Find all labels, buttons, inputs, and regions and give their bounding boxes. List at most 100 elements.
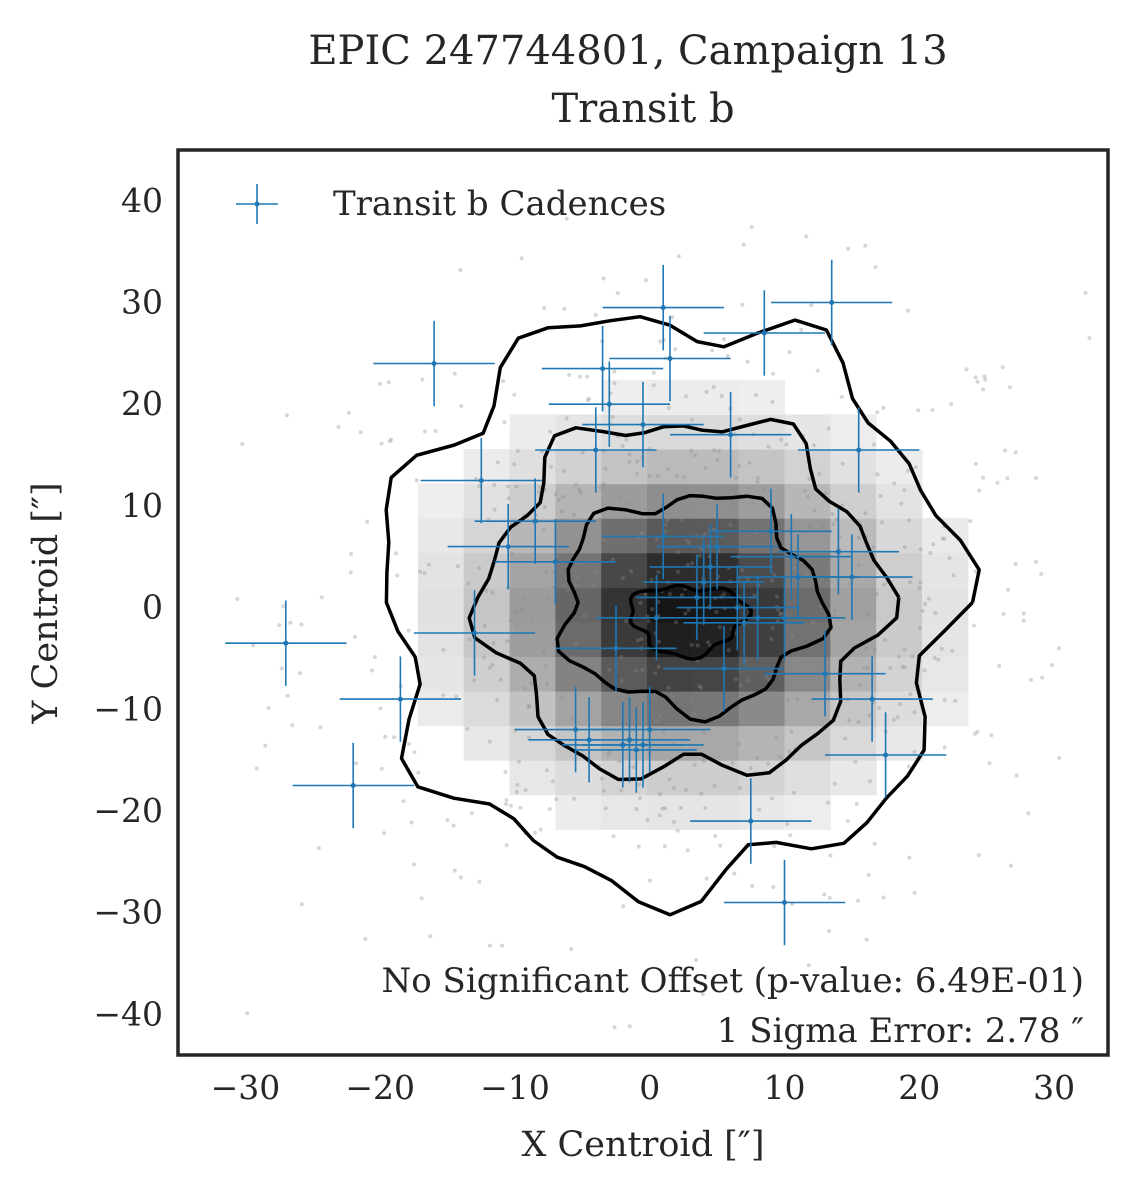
background-point bbox=[968, 519, 973, 523]
background-point bbox=[501, 379, 506, 383]
background-point bbox=[586, 396, 591, 401]
background-point bbox=[1029, 677, 1033, 682]
background-point bbox=[902, 488, 907, 493]
background-point bbox=[933, 611, 938, 615]
point-marker bbox=[869, 696, 875, 702]
density-cell bbox=[738, 379, 786, 415]
background-point bbox=[692, 711, 696, 716]
background-point bbox=[666, 685, 671, 690]
background-point bbox=[695, 643, 700, 648]
background-point bbox=[406, 742, 411, 746]
transit-point bbox=[420, 437, 542, 524]
background-point bbox=[637, 782, 642, 787]
background-point bbox=[697, 684, 702, 689]
background-point bbox=[611, 557, 615, 562]
background-point bbox=[711, 385, 716, 389]
background-point bbox=[725, 353, 730, 358]
background-point bbox=[917, 586, 922, 590]
transit-point bbox=[292, 742, 414, 829]
background-point bbox=[611, 834, 616, 839]
background-point bbox=[428, 934, 433, 939]
transit-point bbox=[548, 361, 670, 447]
background-point bbox=[636, 844, 641, 849]
background-point bbox=[469, 811, 474, 816]
background-point bbox=[718, 843, 723, 848]
background-point bbox=[601, 538, 606, 543]
background-point bbox=[712, 448, 717, 453]
background-point bbox=[633, 668, 638, 673]
point-marker bbox=[782, 900, 787, 905]
background-point bbox=[1014, 773, 1019, 778]
background-point bbox=[290, 723, 295, 728]
background-point bbox=[560, 494, 565, 499]
background-point bbox=[567, 372, 572, 377]
background-point bbox=[631, 765, 636, 769]
background-point bbox=[1033, 476, 1038, 480]
background-point bbox=[831, 522, 836, 527]
background-point bbox=[864, 646, 869, 651]
background-point bbox=[603, 466, 608, 471]
density-cell bbox=[738, 449, 786, 485]
transit-point bbox=[670, 392, 792, 478]
background-point bbox=[551, 779, 555, 784]
background-point bbox=[683, 394, 688, 399]
background-point bbox=[452, 868, 457, 873]
background-point bbox=[378, 381, 383, 386]
background-point bbox=[872, 647, 877, 652]
background-point bbox=[658, 339, 663, 344]
background-point bbox=[861, 665, 866, 670]
background-point bbox=[730, 505, 735, 510]
background-point bbox=[545, 681, 550, 686]
transit-point bbox=[602, 493, 724, 580]
density-cell bbox=[876, 552, 923, 588]
density-cell bbox=[692, 449, 740, 485]
background-point bbox=[363, 936, 368, 941]
background-point bbox=[651, 508, 656, 513]
transit-point bbox=[703, 290, 825, 376]
density-cell bbox=[830, 760, 877, 796]
point-marker bbox=[654, 615, 659, 621]
background-point bbox=[856, 720, 861, 725]
transit-point bbox=[568, 697, 691, 783]
point-marker bbox=[283, 640, 289, 646]
background-point bbox=[378, 706, 383, 711]
background-point bbox=[527, 703, 532, 708]
contour-line bbox=[384, 314, 981, 917]
background-point bbox=[867, 779, 872, 784]
background-point bbox=[690, 561, 695, 566]
background-point bbox=[619, 654, 624, 659]
background-point bbox=[459, 404, 464, 408]
point-marker bbox=[667, 356, 673, 361]
background-point bbox=[518, 805, 523, 810]
background-point bbox=[649, 577, 654, 582]
background-point bbox=[661, 730, 666, 735]
background-point bbox=[874, 592, 879, 597]
background-point bbox=[880, 520, 885, 525]
background-point bbox=[865, 665, 870, 670]
background-point bbox=[487, 943, 492, 948]
background-point bbox=[365, 519, 370, 524]
density-cell bbox=[738, 483, 786, 519]
background-point bbox=[671, 485, 676, 490]
background-point bbox=[382, 831, 387, 836]
background-point bbox=[702, 532, 707, 536]
background-point bbox=[699, 547, 704, 552]
transit-point bbox=[413, 590, 536, 676]
background-point bbox=[916, 408, 921, 413]
background-point bbox=[560, 695, 565, 700]
background-point bbox=[822, 892, 827, 897]
background-point bbox=[1050, 663, 1054, 667]
background-point bbox=[928, 551, 933, 555]
background-point bbox=[811, 443, 816, 448]
background-point bbox=[562, 306, 567, 311]
background-point bbox=[699, 791, 704, 796]
background-point bbox=[776, 607, 781, 612]
background-point bbox=[542, 305, 547, 310]
density-cell bbox=[509, 414, 556, 450]
density-cell bbox=[647, 449, 694, 485]
background-point bbox=[383, 734, 388, 739]
background-point bbox=[730, 761, 735, 766]
point-marker bbox=[822, 671, 828, 677]
background-point bbox=[856, 563, 861, 568]
background-point bbox=[818, 604, 823, 609]
